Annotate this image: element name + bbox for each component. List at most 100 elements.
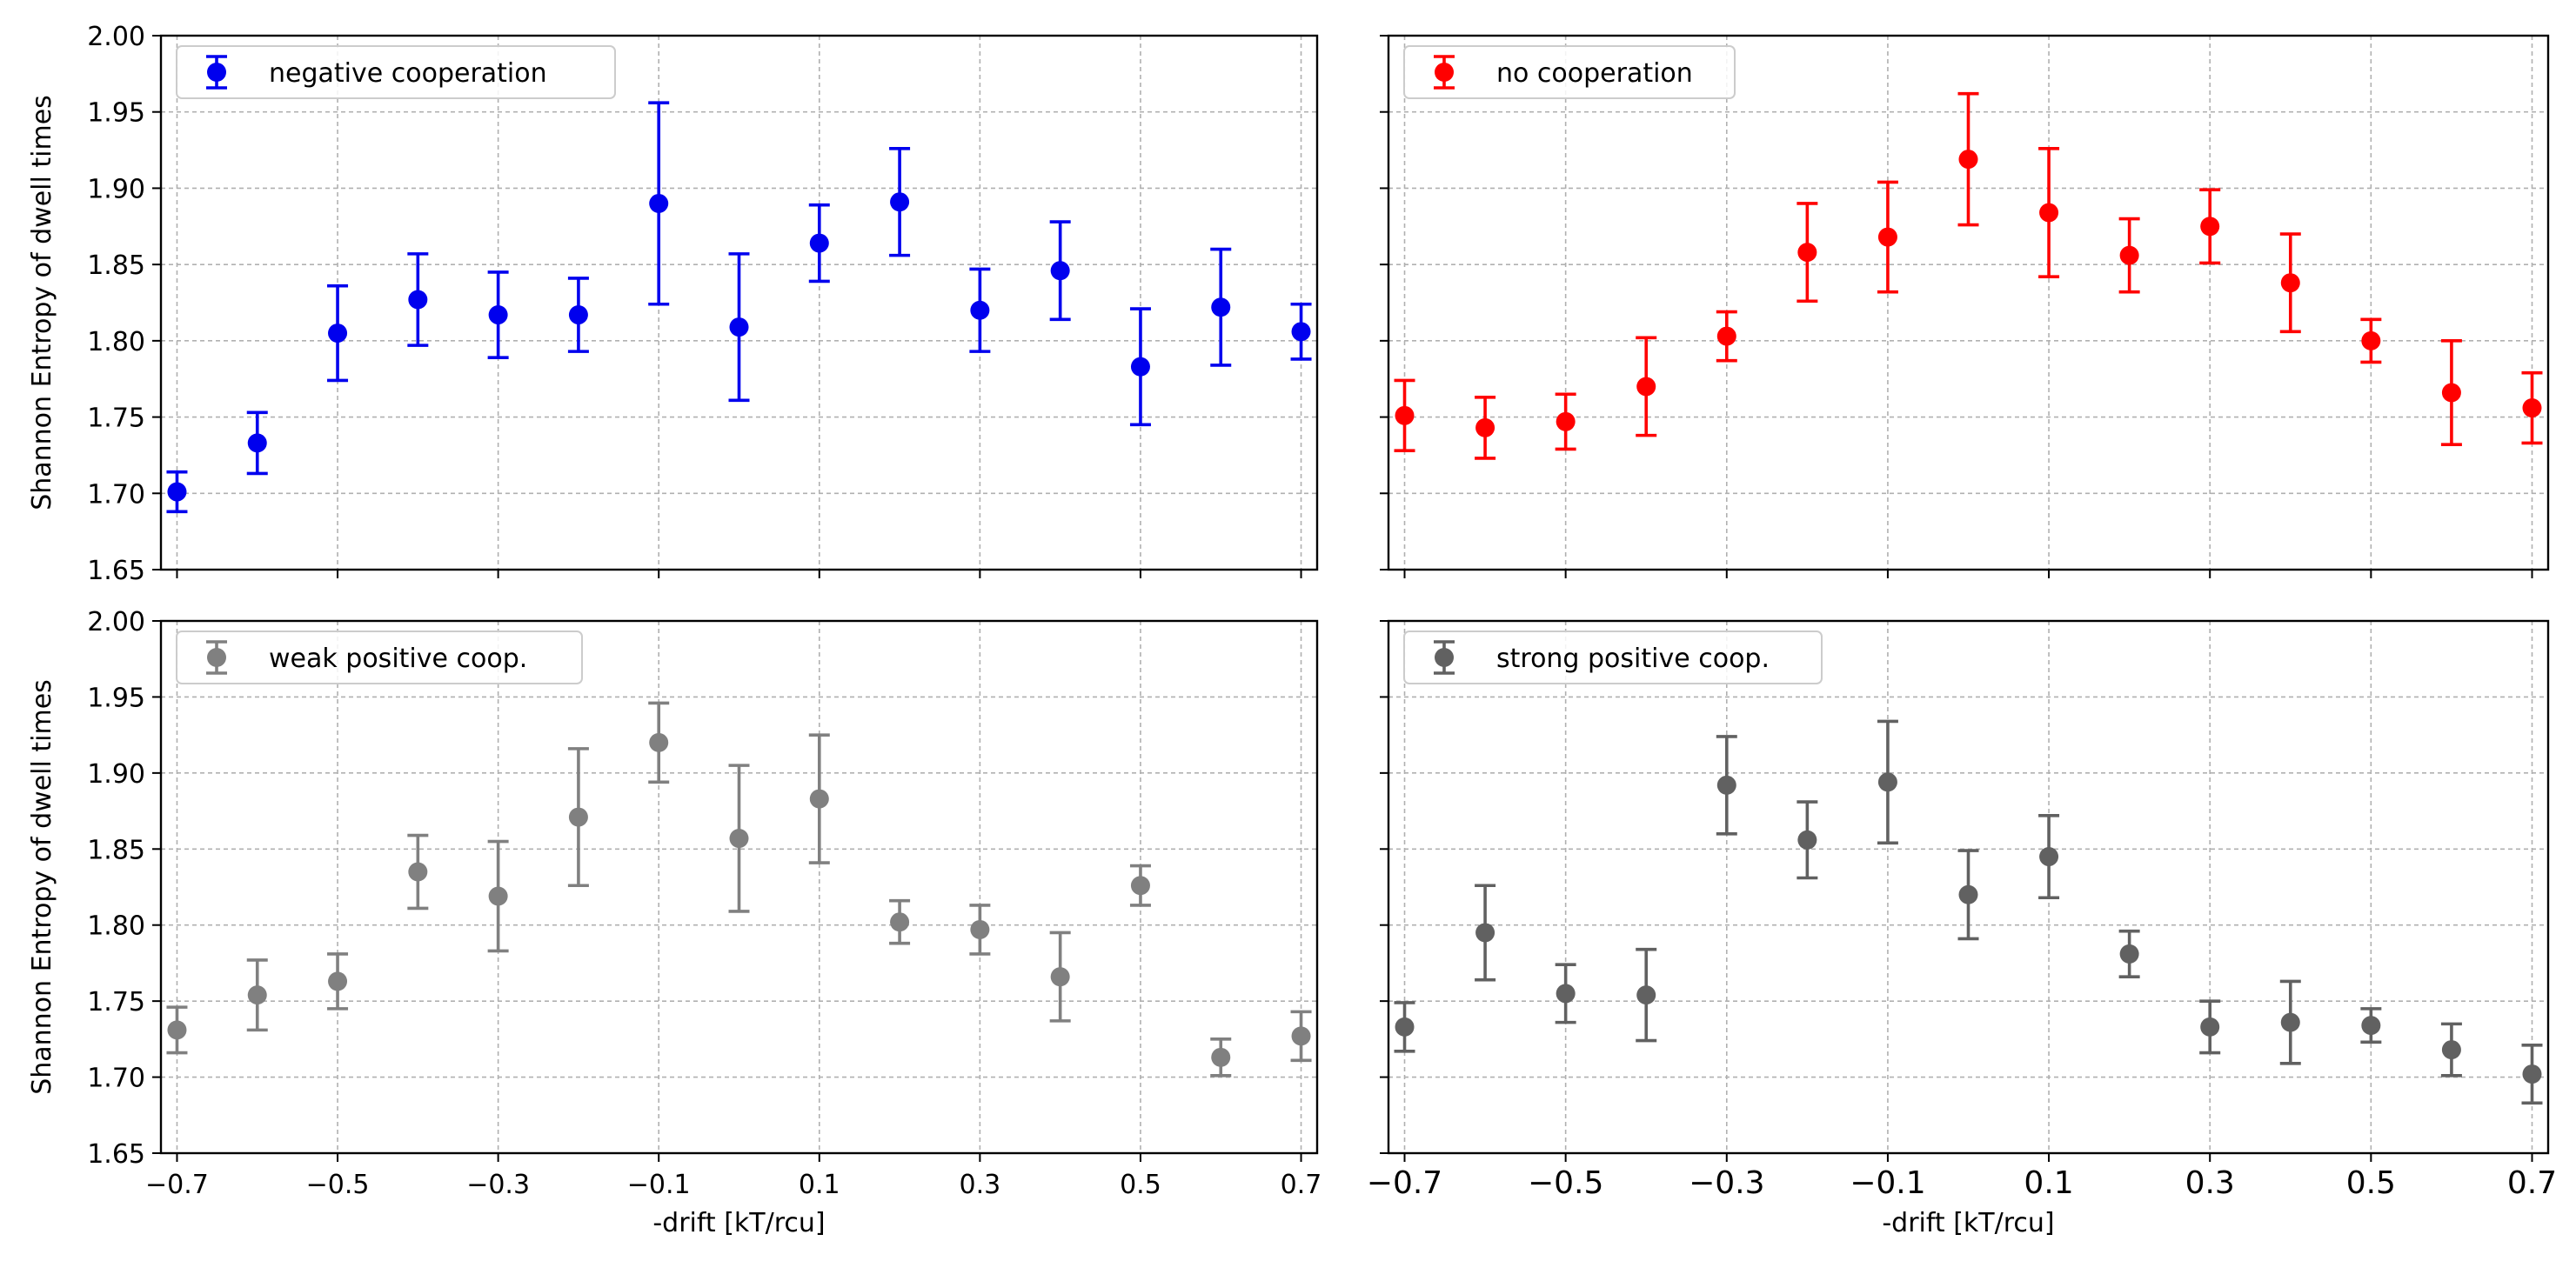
- data-point: [729, 829, 749, 849]
- y-tick-label: 1.80: [87, 911, 145, 942]
- data-point: [1475, 417, 1495, 437]
- x-tick-label: 0.3: [960, 1170, 1001, 1200]
- data-point: [2280, 1012, 2300, 1032]
- axes-frame: [1387, 34, 2550, 571]
- x-tick-label: 0.1: [2024, 1165, 2073, 1201]
- x-tick-label: 0.5: [2346, 1165, 2396, 1201]
- legend-label: weak positive coop.: [269, 644, 527, 674]
- legend-marker: [1435, 648, 1454, 667]
- x-tick-label: −0.1: [627, 1170, 691, 1200]
- data-point: [1556, 411, 1576, 431]
- legend-box: [176, 630, 583, 684]
- y-tick-label: 1.80: [87, 327, 145, 357]
- data-point: [1211, 297, 1231, 317]
- data-point: [1958, 884, 1978, 904]
- data-point: [568, 807, 588, 827]
- y-tick-label: 2.00: [87, 22, 145, 52]
- y-axis-label: Shannon Entropy of dwell times: [27, 679, 57, 1095]
- x-axis-label: -drift [kT/rcu]: [652, 1208, 825, 1238]
- data-point: [2200, 1017, 2220, 1037]
- x-tick-label: 0.7: [2507, 1165, 2557, 1201]
- axes-frame: [1387, 619, 2550, 1155]
- data-point: [1130, 876, 1150, 896]
- x-tick-label: −0.5: [306, 1170, 370, 1200]
- legend-box: [176, 45, 616, 99]
- data-point: [729, 317, 749, 337]
- y-tick-label: 1.90: [87, 174, 145, 204]
- data-point: [809, 233, 829, 253]
- data-point: [890, 912, 910, 932]
- data-point: [1958, 150, 1978, 170]
- legend-box: [1403, 45, 1736, 99]
- legend-box: [1403, 630, 1823, 684]
- x-tick-label: −0.7: [1367, 1165, 1442, 1201]
- axes-frame: [159, 619, 1319, 1155]
- data-point: [649, 193, 669, 213]
- x-axis-label: -drift [kT/rcu]: [1882, 1208, 2054, 1238]
- x-tick-label: 0.5: [1120, 1170, 1161, 1200]
- data-point: [1050, 967, 1070, 987]
- y-tick-label: 1.70: [87, 479, 145, 510]
- x-tick-label: 0.7: [1281, 1170, 1322, 1200]
- data-point: [2522, 398, 2542, 418]
- y-tick-label: 1.70: [87, 1064, 145, 1094]
- data-point: [2119, 245, 2139, 265]
- x-tick-label: −0.3: [466, 1170, 530, 1200]
- data-point: [2441, 1040, 2461, 1060]
- data-point: [488, 886, 508, 906]
- data-point: [970, 300, 990, 320]
- y-tick-label: 1.65: [87, 1139, 145, 1170]
- legend-marker: [207, 63, 226, 82]
- data-point: [1050, 261, 1070, 281]
- x-tick-label: −0.7: [145, 1170, 209, 1200]
- y-tick-label: 1.65: [87, 556, 145, 586]
- data-point: [809, 789, 829, 809]
- data-point: [247, 433, 267, 453]
- y-tick-label: 1.85: [87, 250, 145, 281]
- data-point: [1556, 984, 1576, 1004]
- y-tick-label: 1.85: [87, 835, 145, 865]
- data-point: [328, 971, 348, 991]
- y-tick-label: 1.75: [87, 404, 145, 434]
- data-point: [1877, 227, 1897, 247]
- legend-marker: [207, 648, 226, 667]
- data-point: [1291, 1026, 1311, 1046]
- y-tick-label: 1.75: [87, 987, 145, 1017]
- data-point: [2200, 217, 2220, 237]
- data-point: [1716, 326, 1736, 346]
- y-tick-label: 2.00: [87, 607, 145, 637]
- data-point: [2119, 944, 2139, 964]
- data-point: [2039, 847, 2059, 867]
- x-tick-label: 0.1: [799, 1170, 840, 1200]
- data-point: [1797, 830, 1817, 850]
- data-point: [1636, 985, 1656, 1005]
- x-tick-label: −0.3: [1689, 1165, 1764, 1201]
- data-point: [1291, 322, 1311, 342]
- data-point: [167, 482, 187, 502]
- data-point: [328, 324, 348, 344]
- data-point: [408, 862, 428, 882]
- legend-label: strong positive coop.: [1496, 644, 1770, 674]
- y-tick-label: 1.95: [87, 683, 145, 713]
- data-point: [247, 985, 267, 1005]
- data-point: [1395, 1017, 1415, 1037]
- data-point: [1716, 775, 1736, 795]
- data-point: [408, 290, 428, 310]
- data-point: [2361, 330, 2381, 350]
- legend-label: no cooperation: [1496, 58, 1693, 89]
- y-tick-label: 1.95: [87, 98, 145, 129]
- data-point: [970, 919, 990, 939]
- data-point: [1636, 377, 1656, 397]
- x-tick-label: 0.3: [2185, 1165, 2235, 1201]
- data-point: [2280, 273, 2300, 293]
- data-point: [488, 305, 508, 325]
- y-tick-label: 1.90: [87, 759, 145, 790]
- data-point: [2441, 383, 2461, 403]
- x-tick-label: −0.1: [1850, 1165, 1925, 1201]
- data-point: [167, 1020, 187, 1040]
- data-point: [649, 732, 669, 752]
- data-point: [2522, 1064, 2542, 1084]
- x-tick-label: −0.5: [1528, 1165, 1603, 1201]
- legend-label: negative cooperation: [269, 58, 547, 89]
